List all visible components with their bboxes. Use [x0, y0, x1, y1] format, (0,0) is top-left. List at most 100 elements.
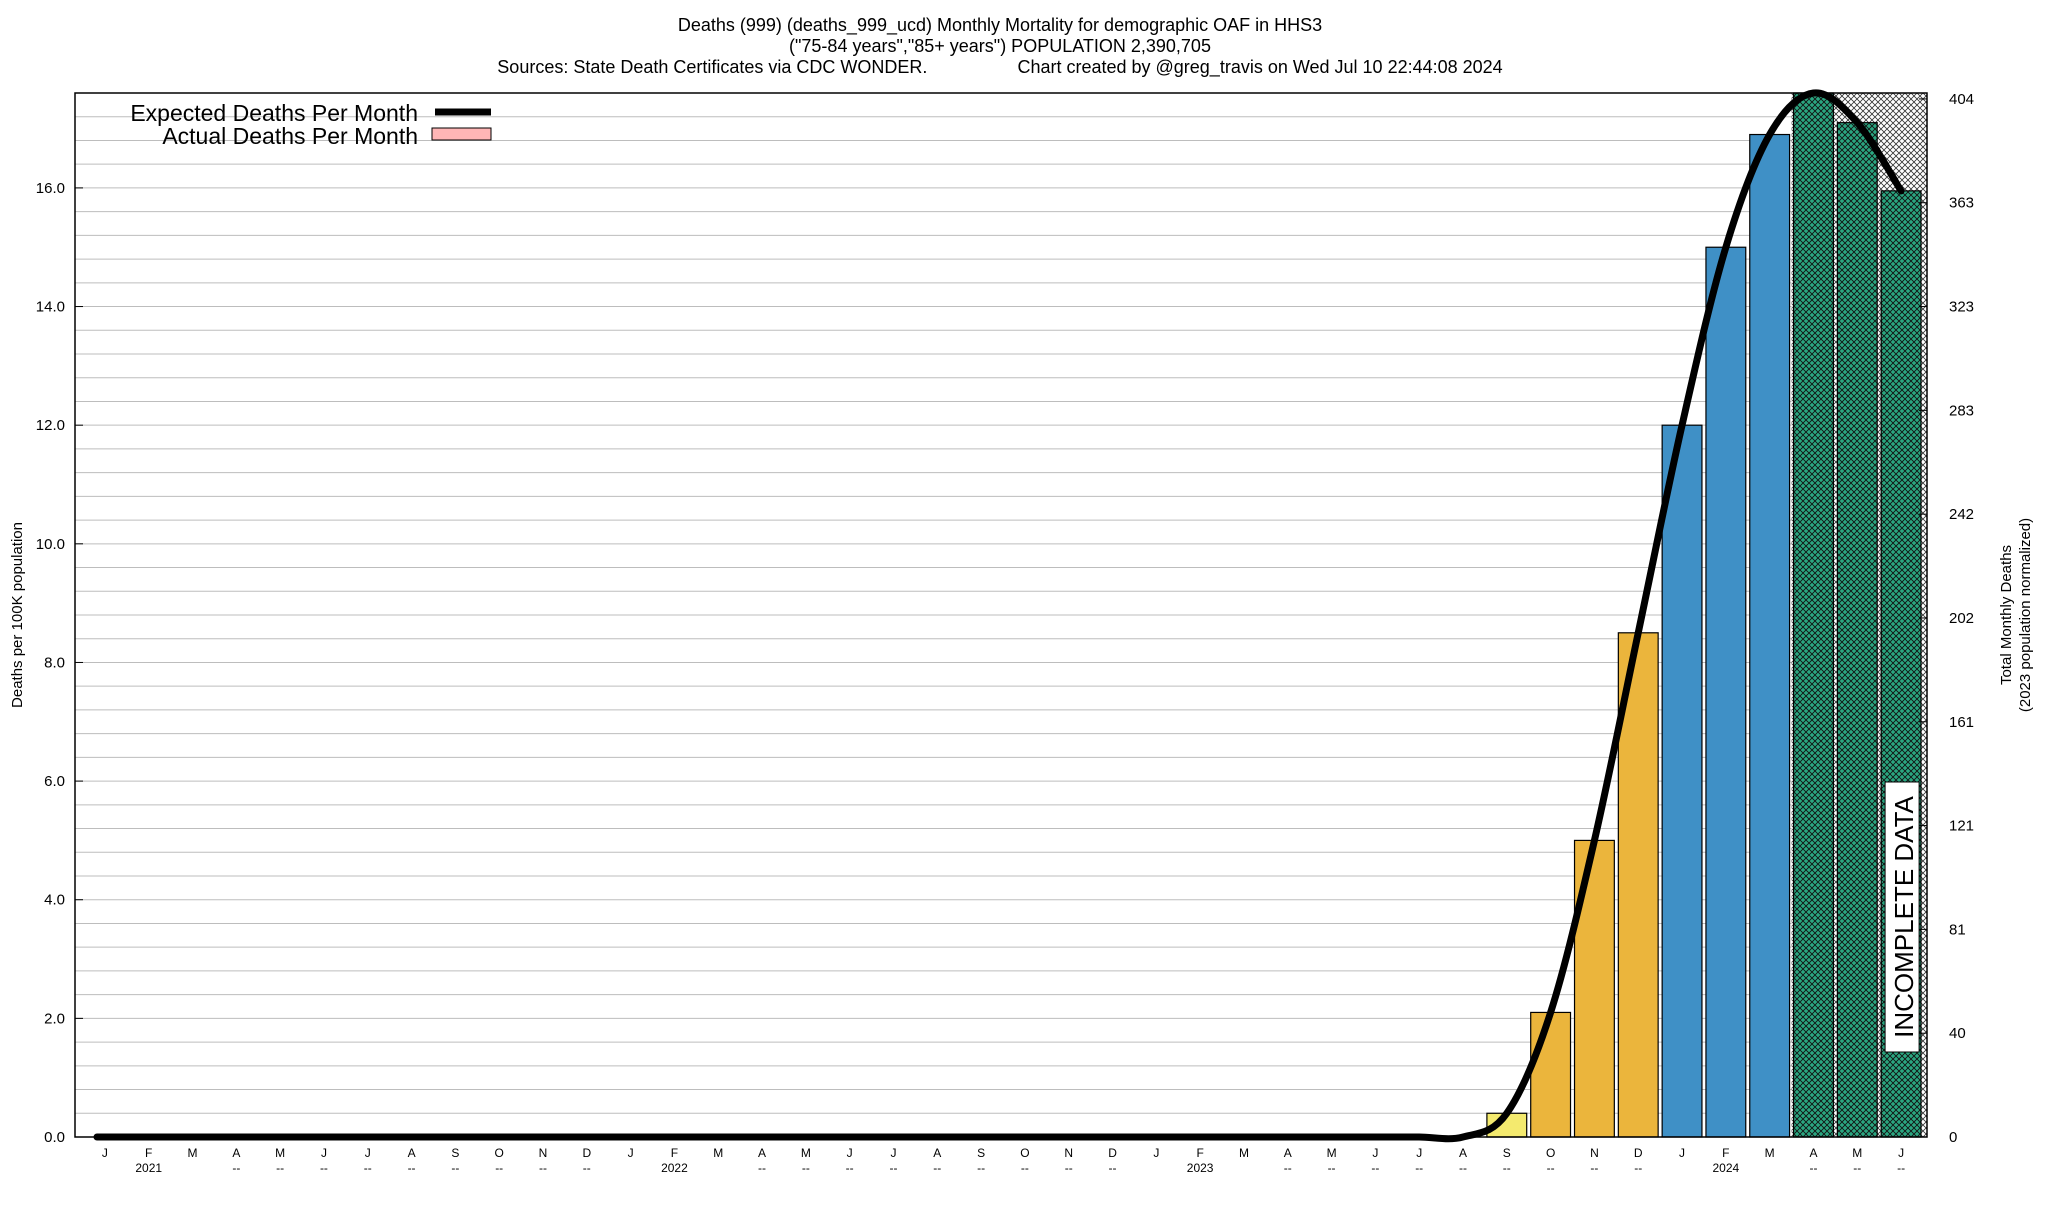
right-tick-label: 363: [1949, 195, 1974, 212]
x-year-label: --: [1065, 1161, 1073, 1175]
x-year-label: --: [1634, 1161, 1642, 1175]
left-tick-label: 10.0: [36, 536, 65, 553]
axes: [74, 92, 1928, 1138]
bar-33: [1530, 1011, 1572, 1138]
bar-35: [1617, 632, 1659, 1138]
x-tick-label: A: [232, 1146, 240, 1160]
right-tick-label: 202: [1949, 610, 1974, 627]
x-tick-label: N: [1590, 1146, 1599, 1160]
incomplete-data-label-group: INCOMPLETE DATA: [1884, 781, 1920, 1053]
x-year-label: --: [1809, 1161, 1817, 1175]
x-tick-label: M: [1239, 1146, 1249, 1160]
right-tick-label: 81: [1949, 921, 1966, 938]
x-tick-label: J: [1679, 1146, 1685, 1160]
x-tick-label: M: [1852, 1146, 1862, 1160]
bar-37: [1705, 246, 1747, 1138]
x-year-label: 2024: [1713, 1161, 1740, 1175]
x-tick-label: A: [1459, 1146, 1467, 1160]
x-year-label: 2023: [1187, 1161, 1214, 1175]
left-axis-label: Deaths per 100K population: [9, 522, 26, 708]
x-year-label: --: [408, 1161, 416, 1175]
left-tick-label: 2.0: [44, 1010, 65, 1027]
x-year-label: --: [495, 1161, 503, 1175]
x-tick-label: J: [1898, 1146, 1904, 1160]
x-tick-label: A: [758, 1146, 766, 1160]
x-year-label: --: [1371, 1161, 1379, 1175]
x-year-label: --: [1853, 1161, 1861, 1175]
x-year-label: --: [232, 1161, 240, 1175]
x-year-label: --: [977, 1161, 985, 1175]
x-tick-label: S: [977, 1146, 985, 1160]
x-tick-label: O: [495, 1146, 504, 1160]
right-tick-label: 121: [1949, 818, 1974, 835]
x-tick-label: M: [801, 1146, 811, 1160]
x-year-label: --: [276, 1161, 284, 1175]
left-tick-label: 4.0: [44, 892, 65, 909]
x-tick-label: J: [847, 1146, 853, 1160]
x-year-label: --: [1109, 1161, 1117, 1175]
x-tick-label: A: [1809, 1146, 1817, 1160]
x-tick-label: M: [713, 1146, 723, 1160]
chart-title-line-2: Sources: State Death Certificates via CD…: [497, 57, 1502, 78]
chart-title-line-0: Deaths (999) (deaths_999_ucd) Monthly Mo…: [678, 15, 1322, 36]
x-year-label: --: [539, 1161, 547, 1175]
x-tick-label: D: [1108, 1146, 1117, 1160]
x-tick-label: F: [671, 1146, 678, 1160]
x-tick-label: F: [1722, 1146, 1729, 1160]
chart-title-line-1: ("75-84 years","85+ years") POPULATION 2…: [789, 36, 1211, 56]
x-tick-label: N: [539, 1146, 548, 1160]
x-year-label: 2021: [135, 1161, 162, 1175]
bar-38: [1749, 133, 1791, 1138]
x-tick-label: D: [1634, 1146, 1643, 1160]
right-tick-label: 404: [1949, 91, 1974, 108]
legend-actual-swatch: [431, 127, 492, 141]
bar-39: [1792, 92, 1834, 1138]
x-year-label: --: [1547, 1161, 1555, 1175]
plot-frame: [74, 92, 1928, 1138]
right-tick-label: 242: [1949, 506, 1974, 523]
x-year-label: --: [802, 1161, 810, 1175]
right-tick-label: 0: [1949, 1129, 1957, 1146]
right-axis-label-1: (2023 population normalized): [2017, 518, 2034, 712]
x-tick-label: D: [582, 1146, 591, 1160]
x-year-label: --: [758, 1161, 766, 1175]
x-tick-label: J: [102, 1146, 108, 1160]
x-year-label: --: [583, 1161, 591, 1175]
right-tick-label: 323: [1949, 299, 1974, 316]
x-year-label: --: [1503, 1161, 1511, 1175]
x-year-label: --: [1021, 1161, 1029, 1175]
x-tick-label: J: [1372, 1146, 1378, 1160]
right-tick-label: 161: [1949, 714, 1974, 731]
left-tick-label: 12.0: [36, 417, 65, 434]
right-tick-label: 283: [1949, 402, 1974, 419]
x-year-label: --: [933, 1161, 941, 1175]
incomplete-data-label: INCOMPLETE DATA: [1889, 795, 1919, 1037]
x-year-label: --: [1415, 1161, 1423, 1175]
x-year-label: --: [846, 1161, 854, 1175]
x-tick-label: J: [1416, 1146, 1422, 1160]
bar-40: [1836, 122, 1878, 1138]
x-tick-label: N: [1064, 1146, 1073, 1160]
left-tick-label: 14.0: [36, 299, 65, 316]
x-tick-label: F: [145, 1146, 152, 1160]
x-tick-label: S: [1503, 1146, 1511, 1160]
x-year-label: --: [451, 1161, 459, 1175]
x-year-label: --: [889, 1161, 897, 1175]
labels: 0.0 2.0 4.0 6.0 8.0 10.0 12.0 14.0 16.0 0 40 81 121 1…: [9, 15, 2034, 1175]
incomplete-label-box: [1884, 781, 1920, 1053]
x-year-label: 2022: [661, 1161, 688, 1175]
x-year-label: --: [1328, 1161, 1336, 1175]
x-tick-label: M: [1765, 1146, 1775, 1160]
x-tick-label: S: [451, 1146, 459, 1160]
right-tick-label: 40: [1949, 1025, 1966, 1042]
x-tick-label: J: [1153, 1146, 1159, 1160]
legend-expected-label: Expected Deaths Per Month: [130, 100, 418, 126]
x-tick-label: J: [890, 1146, 896, 1160]
x-year-label: --: [1459, 1161, 1467, 1175]
x-tick-label: F: [1196, 1146, 1203, 1160]
left-tick-label: 6.0: [44, 773, 65, 790]
x-tick-label: J: [365, 1146, 371, 1160]
